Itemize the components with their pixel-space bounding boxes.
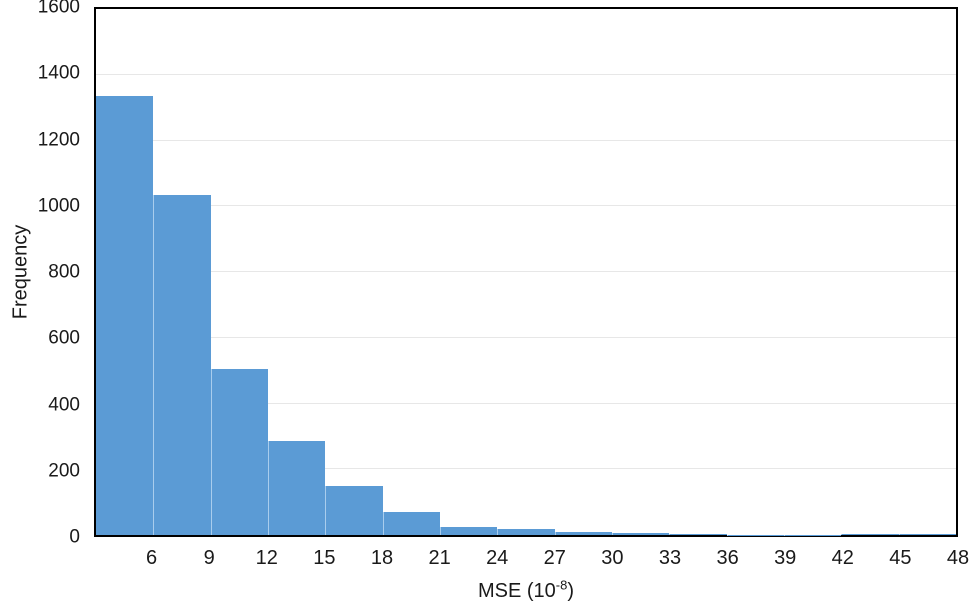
x-tick-label-12: 12 xyxy=(255,547,278,569)
x-tick-label-27: 27 xyxy=(543,547,566,569)
y-tick-label-1000: 1000 xyxy=(37,195,80,217)
y-tick-label-1600: 1600 xyxy=(37,0,80,18)
x-tick-label-48: 48 xyxy=(946,547,970,569)
histogram-bar-30-33 xyxy=(612,533,670,535)
histogram-bar-27-30 xyxy=(554,531,612,535)
histogram-bar-9-12 xyxy=(210,368,268,535)
x-tick-label-9: 9 xyxy=(203,547,215,569)
gridline-y-1400 xyxy=(96,73,956,75)
x-tick-label-30: 30 xyxy=(601,547,624,569)
y-tick-label-600: 600 xyxy=(48,327,80,349)
histogram-bar-3-6 xyxy=(96,96,154,535)
x-tick-label-15: 15 xyxy=(313,547,336,569)
histogram-bar-18-21 xyxy=(382,512,440,535)
histogram-bar-45-48 xyxy=(898,534,956,535)
histogram-bar-42-45 xyxy=(841,534,899,535)
y-tick-label-400: 400 xyxy=(48,394,80,415)
histogram-bar-12-15 xyxy=(268,441,326,535)
x-tick-label-33: 33 xyxy=(658,547,682,569)
histogram-bar-21-24 xyxy=(440,526,498,535)
gridline-y-1200 xyxy=(96,139,956,141)
histogram-bar-24-27 xyxy=(497,529,555,535)
y-tick-label-1400: 1400 xyxy=(37,62,80,84)
y-tick-label-0: 0 xyxy=(69,526,80,548)
x-tick-label-42: 42 xyxy=(831,547,854,569)
x-axis-title: MSE (10-8) xyxy=(94,577,958,603)
gridline-y-1000 xyxy=(96,205,956,207)
x-tick-label-6: 6 xyxy=(146,547,158,569)
y-tick-label-200: 200 xyxy=(48,460,80,482)
x-axis-tick-labels: 6 9 12 15 18 21 24 27 30 33 36 39 42 45 48 xyxy=(94,547,969,572)
x-tick-label-36: 36 xyxy=(716,547,739,569)
plot-area xyxy=(94,7,958,537)
x-axis-title-exponent: -8 xyxy=(555,577,568,593)
x-axis-title-base: MSE (10 xyxy=(477,580,556,602)
gridline-y-400 xyxy=(96,402,956,404)
x-axis-title-close: ) xyxy=(567,580,575,602)
histogram-bar-15-18 xyxy=(325,485,383,535)
y-tick-label-1200: 1200 xyxy=(37,129,80,150)
x-tick-label-39: 39 xyxy=(774,547,797,569)
histogram-bar-6-9 xyxy=(153,194,211,535)
gridline-y-200 xyxy=(96,468,956,470)
x-tick-label-18: 18 xyxy=(370,547,394,569)
x-tick-label-24: 24 xyxy=(486,547,509,569)
x-tick-label-21: 21 xyxy=(428,547,451,569)
y-tick-label-800: 800 xyxy=(48,261,80,283)
gridline-y-800 xyxy=(96,271,956,272)
histogram-bar-33-36 xyxy=(669,533,727,535)
gridline-y-600 xyxy=(96,336,956,338)
y-axis-tick-labels: 0 200 400 600 800 1000 1200 1400 1600 xyxy=(0,0,80,547)
x-tick-label-45: 45 xyxy=(889,547,912,569)
